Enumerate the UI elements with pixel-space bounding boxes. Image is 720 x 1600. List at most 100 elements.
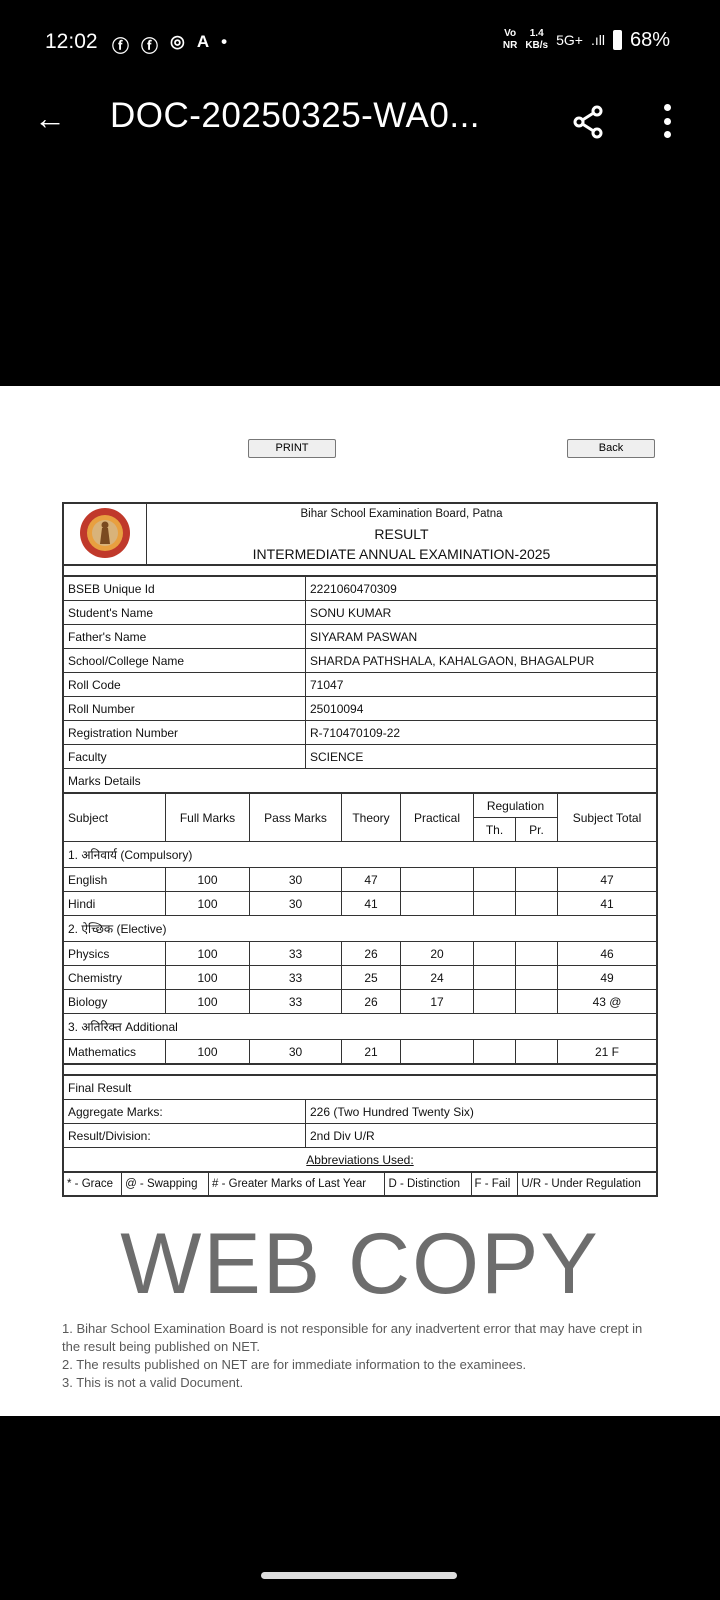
watermark-disclaimer: 1. Bihar School Examination Board is not… [62,1320,658,1392]
info-label: School/College Name [63,648,306,673]
col-subject: Subject [63,793,166,842]
section-header: 3. अतिरिक्त Additional [63,1013,657,1040]
gesture-nav-handle[interactable] [261,1572,457,1579]
cell-practical: 24 [400,965,474,990]
back-button[interactable]: Back [567,439,655,458]
info-row: Registration Number R-710470109-22 [63,720,657,745]
cell-th [473,965,516,990]
app-bar: ← DOC-20250325-WA0... [0,92,720,148]
cell-subject: Biology [63,989,166,1014]
abbreviations-title: Abbreviations Used: [63,1147,657,1172]
facebook-icon: ⓕ [112,37,129,56]
cell-theory: 47 [341,867,401,892]
battery-icon [612,30,622,50]
division-value: 2nd Div U/R [305,1123,657,1148]
cell-th [473,941,516,966]
info-row: Roll Number 25010094 [63,696,657,721]
cell-practical [400,867,474,892]
cell-th [473,891,516,916]
section-title: 1. अनिवार्य (Compulsory) [63,841,657,868]
share-icon[interactable] [570,104,606,140]
print-button[interactable]: PRINT [248,439,336,458]
col-full-marks: Full Marks [165,793,250,842]
info-label: Roll Code [63,672,306,697]
cell-theory: 41 [341,891,401,916]
info-row: Student's Name SONU KUMAR [63,600,657,625]
cell-total: 47 [557,867,657,892]
marks-table: Subject Full Marks Pass Marks Theory Pra… [63,793,657,1064]
info-row: Roll Code 71047 [63,672,657,697]
info-value: SIYARAM PASWAN [305,624,657,649]
dot-icon: • [221,32,228,51]
final-result: Final Result Aggregate Marks: 226 (Two Hu… [63,1075,657,1172]
clock: 12:02 [45,30,98,53]
board-name: Bihar School Examination Board, Patna [300,508,503,520]
info-label: Student's Name [63,600,306,625]
info-row: School/College Name SHARDA PATHSHALA, KAH… [63,648,657,673]
info-value: 25010094 [305,696,657,721]
cell-subject: Mathematics [63,1039,166,1064]
abbreviation-item: D - Distinction [384,1172,472,1196]
cell-full: 100 [165,965,250,990]
aggregate-value: 226 (Two Hundred Twenty Six) [305,1099,657,1124]
abbreviation-item: F - Fail [470,1172,519,1196]
cell-practical: 17 [400,989,474,1014]
cell-pr [515,989,558,1014]
col-pass-marks: Pass Marks [249,793,342,842]
cell-practical: 20 [400,941,474,966]
student-info: BSEB Unique Id 2221060470309 Student's Nam… [63,576,657,793]
cell-pr [515,891,558,916]
cell-pass: 33 [249,941,342,966]
cell-theory: 25 [341,965,401,990]
cell-full: 100 [165,941,250,966]
section-title: 2. ऐच्छिक (Elective) [63,915,657,942]
watermark-web-copy: WEB COPY [120,1216,600,1312]
info-label: Father's Name [63,624,306,649]
signal-icon: .ıll [590,32,605,48]
cell-th [473,1039,516,1064]
subject-row: English 100 30 47 47 [63,867,657,892]
cell-subject: English [63,867,166,892]
cell-pass: 33 [249,989,342,1014]
subject-row: Mathematics 100 30 21 21 F [63,1039,657,1064]
instagram-icon: ◎ [170,32,185,51]
disclaimer-line: 1. Bihar School Examination Board is not… [62,1321,643,1354]
battery-percent: 68% [629,28,670,51]
result-sheet: Bihar School Examination Board, Patna RE… [62,502,658,1197]
section-title: 3. अतिरिक्त Additional [63,1013,657,1040]
cell-practical [400,1039,474,1064]
cell-full: 100 [165,891,250,916]
abbreviation-item: U/R - Under Regulation [517,1172,657,1196]
abbreviations-legend: * - Grace @ - Swapping # - Greater Marks o… [62,1172,657,1196]
abbreviation-item: # - Greater Marks of Last Year [208,1172,386,1196]
abbreviation-item: * - Grace [62,1172,123,1196]
cell-pr [515,941,558,966]
cell-pass: 30 [249,1039,342,1064]
document-title: DOC-20250325-WA0... [110,96,481,135]
info-label: Roll Number [63,696,306,721]
network-type: 5G+ [556,32,583,48]
info-value: 71047 [305,672,657,697]
subject-row: Biology 100 33 26 17 43 @ [63,989,657,1014]
section-header: 1. अनिवार्य (Compulsory) [63,841,657,868]
cell-pass: 30 [249,891,342,916]
info-row: Father's Name SIYARAM PASWAN [63,624,657,649]
col-regulation: Regulation [473,793,558,818]
back-arrow-icon[interactable]: ← [34,100,66,136]
exam-title: INTERMEDIATE ANNUAL EXAMINATION-2025 [252,546,551,562]
cell-subject: Physics [63,941,166,966]
cell-pr [515,965,558,990]
more-options-icon[interactable] [662,104,672,138]
cell-pass: 33 [249,965,342,990]
info-value: SCIENCE [305,744,657,769]
watermark: WEB COPY 1. Bihar School Examination Boa… [62,1216,658,1392]
info-value: 2221060470309 [305,576,657,601]
subject-row: Hindi 100 30 41 41 [63,891,657,916]
cell-full: 100 [165,867,250,892]
cell-total: 46 [557,941,657,966]
info-value: SHARDA PATHSHALA, KAHALGAON, BHAGALPUR [305,648,657,673]
document-page: PRINT Back Bihar School Examination Boar… [0,386,720,1416]
section-header: 2. ऐच्छिक (Elective) [63,915,657,942]
cell-theory: 26 [341,989,401,1014]
info-value: R-710470109-22 [305,720,657,745]
